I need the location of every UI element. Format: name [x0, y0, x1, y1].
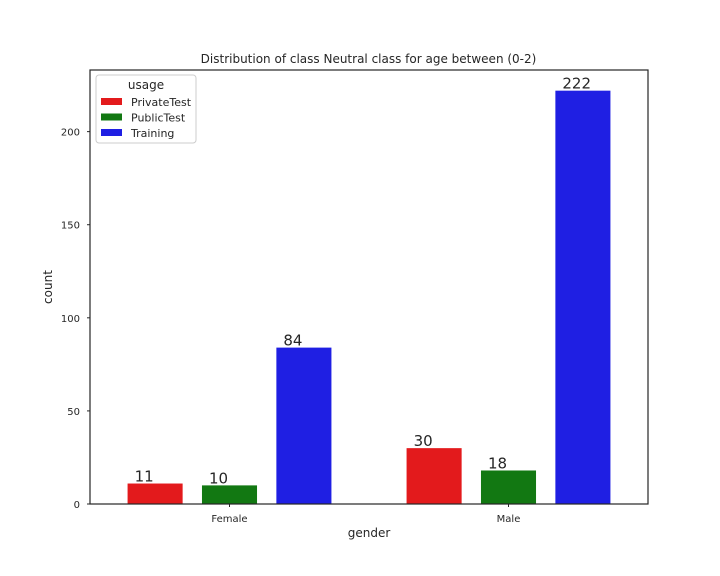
legend: usage PrivateTest PublicTest Training: [95, 74, 197, 144]
legend-label: PrivateTest: [131, 96, 192, 109]
legend-label: Training: [130, 127, 174, 140]
y-tick-label: 50: [67, 407, 80, 418]
legend-swatch: [101, 98, 122, 105]
bars-layer: [127, 90, 611, 505]
bar-privatetest-male: [406, 448, 462, 504]
legend-label: PublicTest: [131, 112, 186, 125]
bar-value-label: 18: [488, 454, 507, 472]
y-axis: 0 50 100 150 200: [61, 128, 90, 511]
bar-value-label: 11: [135, 468, 154, 486]
y-tick-label: 0: [74, 500, 80, 511]
y-tick-label: 100: [61, 314, 80, 325]
plot-frame: [89, 69, 649, 505]
y-axis-label: count: [41, 270, 55, 304]
bar-publictest-male: [480, 470, 537, 504]
bar-value-label: 222: [562, 75, 591, 93]
x-tick-label: Female: [211, 514, 247, 525]
bar-value-label: 30: [414, 432, 433, 450]
bar-labels-layer: 11 30 10 18 84 222: [135, 75, 591, 488]
bar-training-male: [555, 90, 611, 505]
legend-items: PrivateTest PublicTest Training: [101, 96, 192, 140]
x-axis-label: gender: [348, 526, 391, 540]
bar-value-label: 10: [209, 469, 228, 487]
legend-box: [95, 74, 197, 144]
chart-title: Distribution of class Neutral class for …: [201, 52, 537, 66]
bar-publictest-female: [201, 485, 258, 504]
bar-value-label: 84: [283, 332, 302, 350]
bar-privatetest-female: [127, 483, 183, 504]
bar-training-female: [276, 347, 332, 504]
legend-swatch: [101, 129, 122, 136]
legend-title: usage: [128, 78, 164, 92]
y-tick-label: 150: [61, 221, 80, 232]
legend-swatch: [101, 113, 122, 121]
y-tick-label: 200: [61, 128, 80, 139]
x-axis: Female Male: [211, 504, 520, 525]
x-tick-label: Male: [497, 514, 521, 525]
